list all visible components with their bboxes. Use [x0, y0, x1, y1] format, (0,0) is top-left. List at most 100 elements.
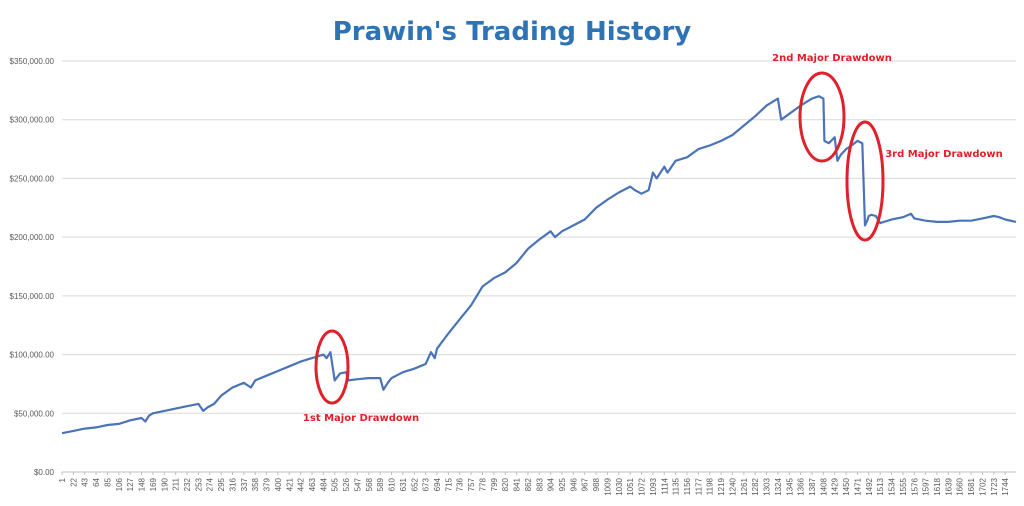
- x-tick-label: 631: [399, 477, 408, 491]
- x-tick-label: 841: [513, 477, 522, 491]
- x-tick-label: 652: [410, 477, 419, 491]
- x-tick-label: 568: [365, 477, 374, 491]
- y-tick-label: $250,000.00: [10, 174, 55, 183]
- x-tick-label: 925: [558, 477, 567, 491]
- x-tick-label: 1366: [797, 477, 806, 495]
- x-tick-label: 1408: [819, 477, 828, 495]
- x-tick-label: 1030: [615, 477, 624, 495]
- x-tick-label: 358: [251, 477, 260, 491]
- x-tick-label: 1303: [763, 477, 772, 495]
- x-tick-label: 274: [206, 477, 215, 491]
- x-tick-label: 1576: [910, 477, 919, 495]
- x-tick-label: 1723: [990, 477, 999, 495]
- x-tick-label: 1534: [888, 477, 897, 495]
- x-tick-label: 1282: [751, 477, 760, 495]
- x-tick-label: 295: [217, 477, 226, 491]
- x-tick-label: 337: [240, 477, 249, 491]
- x-tick-label: 1051: [626, 477, 635, 495]
- x-tick-label: 106: [115, 477, 124, 491]
- x-tick-label: 148: [138, 477, 147, 491]
- x-tick-label: 505: [331, 477, 340, 491]
- x-tick-label: 1492: [865, 477, 874, 495]
- y-tick-label: $0.00: [34, 468, 55, 477]
- drawdown-2-ellipse: [798, 71, 846, 163]
- x-tick-label: 526: [342, 477, 351, 491]
- x-tick-label: 1261: [740, 477, 749, 495]
- x-tick-label: 1660: [956, 477, 965, 495]
- x-tick-label: 1156: [683, 477, 692, 495]
- x-tick-label: 316: [228, 477, 237, 491]
- x-tick-label: 1618: [933, 477, 942, 495]
- x-tick-label: 1597: [922, 477, 931, 495]
- x-tick-label: 673: [422, 477, 431, 491]
- x-tick-label: 169: [149, 477, 158, 491]
- drawdown-1-ellipse: [314, 329, 350, 405]
- x-tick-label: 1555: [899, 477, 908, 495]
- x-tick-label: 127: [126, 477, 135, 491]
- x-tick-label: 946: [569, 477, 578, 491]
- x-tick-label: 379: [263, 477, 272, 491]
- x-tick-label: 1387: [808, 477, 817, 495]
- x-tick-label: 421: [285, 477, 294, 491]
- x-tick-label: 1471: [853, 477, 862, 495]
- annotation-3rd-drawdown: 3rd Major Drawdown: [885, 149, 1003, 160]
- x-tick-label: 1219: [717, 477, 726, 495]
- x-tick-label: 1093: [649, 477, 658, 495]
- x-tick-label: 484: [319, 477, 328, 491]
- x-tick-label: 1177: [694, 477, 703, 495]
- x-tick-label: 1639: [944, 477, 953, 495]
- x-tick-label: 1450: [842, 477, 851, 495]
- y-axis-tick-labels: $0.00 $50,000.00 $100,000.00 $150,000.00 $20…: [10, 57, 55, 477]
- gridlines: [62, 60, 1016, 473]
- x-tick-label: 442: [297, 477, 306, 491]
- x-tick-label: 862: [524, 477, 533, 491]
- y-tick-label: $200,000.00: [10, 233, 55, 242]
- x-tick-label: 253: [194, 477, 203, 491]
- x-tick-label: 400: [274, 477, 283, 491]
- x-tick-label: 883: [535, 477, 544, 491]
- x-tick-label: 1744: [1001, 477, 1010, 495]
- x-tick-label: 1240: [728, 477, 737, 495]
- x-tick-label: 967: [581, 477, 590, 491]
- x-tick-label: 988: [592, 477, 601, 491]
- y-tick-label: $150,000.00: [10, 292, 55, 301]
- x-tick-label: 820: [501, 477, 510, 491]
- x-tick-label: 1198: [706, 477, 715, 495]
- x-tick-label: 43: [81, 477, 90, 486]
- x-tick-label: 1702: [978, 477, 987, 495]
- x-tick-label: 904: [547, 477, 556, 491]
- x-tick-label: 1345: [785, 477, 794, 495]
- x-tick-label: 232: [183, 477, 192, 491]
- x-tick-label: 1009: [603, 477, 612, 495]
- x-tick-label: 694: [433, 477, 442, 491]
- y-tick-label: $50,000.00: [14, 409, 55, 418]
- x-tick-label: 1681: [967, 477, 976, 495]
- x-tick-label: 757: [467, 477, 476, 491]
- x-tick-label: 64: [92, 477, 101, 486]
- x-tick-label: 610: [388, 477, 397, 491]
- annotation-2nd-drawdown: 2nd Major Drawdown: [772, 53, 892, 64]
- y-tick-label: $100,000.00: [10, 351, 55, 360]
- x-tick-label: 778: [478, 477, 487, 491]
- x-tick-label: 736: [456, 477, 465, 491]
- x-tick-label: 1324: [774, 477, 783, 495]
- x-tick-label: 1135: [672, 477, 681, 495]
- x-tick-label: 85: [103, 477, 112, 486]
- x-tick-label: 211: [172, 477, 181, 490]
- x-tick-label: 463: [308, 477, 317, 491]
- series-line-equity: [61, 95, 1017, 435]
- x-tick-label: 1114: [660, 477, 669, 494]
- x-tick-label: 190: [160, 477, 169, 491]
- x-axis-tick-labels: 1 22 43 64 85 106 127 148 169 190 211 232 253 274 295 3…: [58, 472, 1010, 496]
- drawdown-3-ellipse: [845, 120, 885, 242]
- x-tick-label: 1: [58, 477, 67, 482]
- x-tick-label: 22: [69, 477, 78, 486]
- x-tick-label: 1072: [638, 477, 647, 495]
- x-tick-label: 1513: [876, 477, 885, 495]
- annotation-1st-drawdown: 1st Major Drawdown: [303, 413, 419, 424]
- x-tick-label: 547: [353, 477, 362, 491]
- y-tick-label: $300,000.00: [10, 116, 55, 125]
- x-tick-label: 799: [490, 477, 499, 491]
